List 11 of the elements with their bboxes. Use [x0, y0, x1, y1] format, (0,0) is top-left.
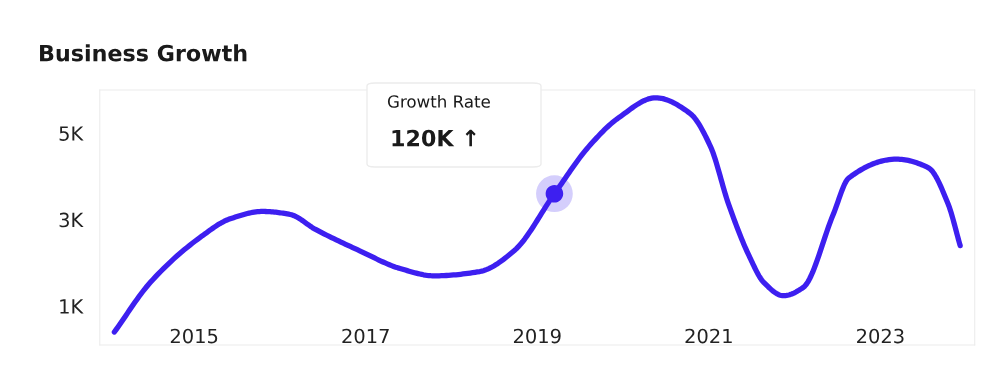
x-tick-label: 2023: [857, 328, 904, 344]
y-tick-label: 3K: [59, 212, 84, 228]
y-tick-label: 5K: [59, 126, 84, 141]
y-tick-label: 1K: [60, 299, 84, 314]
x-tick-label: 2015: [170, 328, 218, 344]
x-tick-label: 2017: [342, 328, 389, 344]
x-tick-label: 2021: [685, 328, 732, 344]
annotation: Growth Rate: [387, 94, 490, 108]
annotation: 120K ↑: [392, 129, 476, 147]
chart-title: Business Growth: [40, 44, 247, 62]
x-tick-label: 2019: [513, 328, 561, 344]
